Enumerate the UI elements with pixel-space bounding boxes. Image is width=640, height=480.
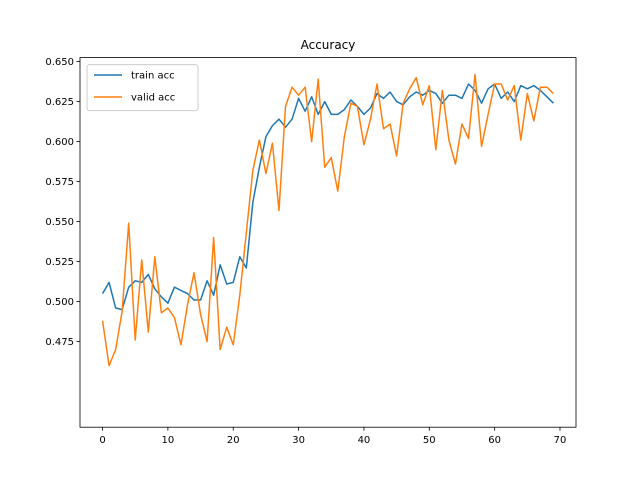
plot-area bbox=[101, 73, 554, 367]
y-tick-label: 0.550 bbox=[45, 217, 74, 228]
y-tick-label: 0.650 bbox=[45, 57, 74, 68]
legend-label-0: train acc bbox=[131, 71, 175, 82]
x-tick-label: 0 bbox=[99, 435, 105, 446]
legend-box bbox=[86, 64, 199, 112]
x-tick-label: 10 bbox=[162, 435, 175, 446]
legend: train acc valid acc bbox=[86, 64, 199, 112]
y-tick-label: 0.600 bbox=[45, 137, 74, 148]
x-tick-label: 30 bbox=[292, 435, 305, 446]
y-tick-label: 0.575 bbox=[45, 177, 74, 188]
x-tick-label: 50 bbox=[423, 435, 436, 446]
chart-title: Accuracy bbox=[301, 38, 356, 52]
x-tick-label: 70 bbox=[554, 435, 567, 446]
series-line-0 bbox=[101, 83, 554, 311]
y-axis: 0.475 0.500 0.525 0.550 0.575 0.600 0.625 0.650 bbox=[45, 57, 80, 348]
axes-frame bbox=[79, 57, 577, 428]
y-tick-label: 0.500 bbox=[45, 297, 74, 308]
series-line-1 bbox=[101, 73, 554, 367]
y-tick-label: 0.625 bbox=[45, 97, 74, 108]
x-axis: 0 10 20 30 40 50 60 70 bbox=[99, 427, 566, 446]
legend-label-1: valid acc bbox=[131, 93, 175, 104]
y-tick-label: 0.525 bbox=[45, 257, 74, 268]
y-tick-label: 0.475 bbox=[45, 337, 74, 348]
x-tick-label: 40 bbox=[358, 435, 371, 446]
x-tick-label: 20 bbox=[227, 435, 240, 446]
x-tick-label: 60 bbox=[488, 435, 501, 446]
